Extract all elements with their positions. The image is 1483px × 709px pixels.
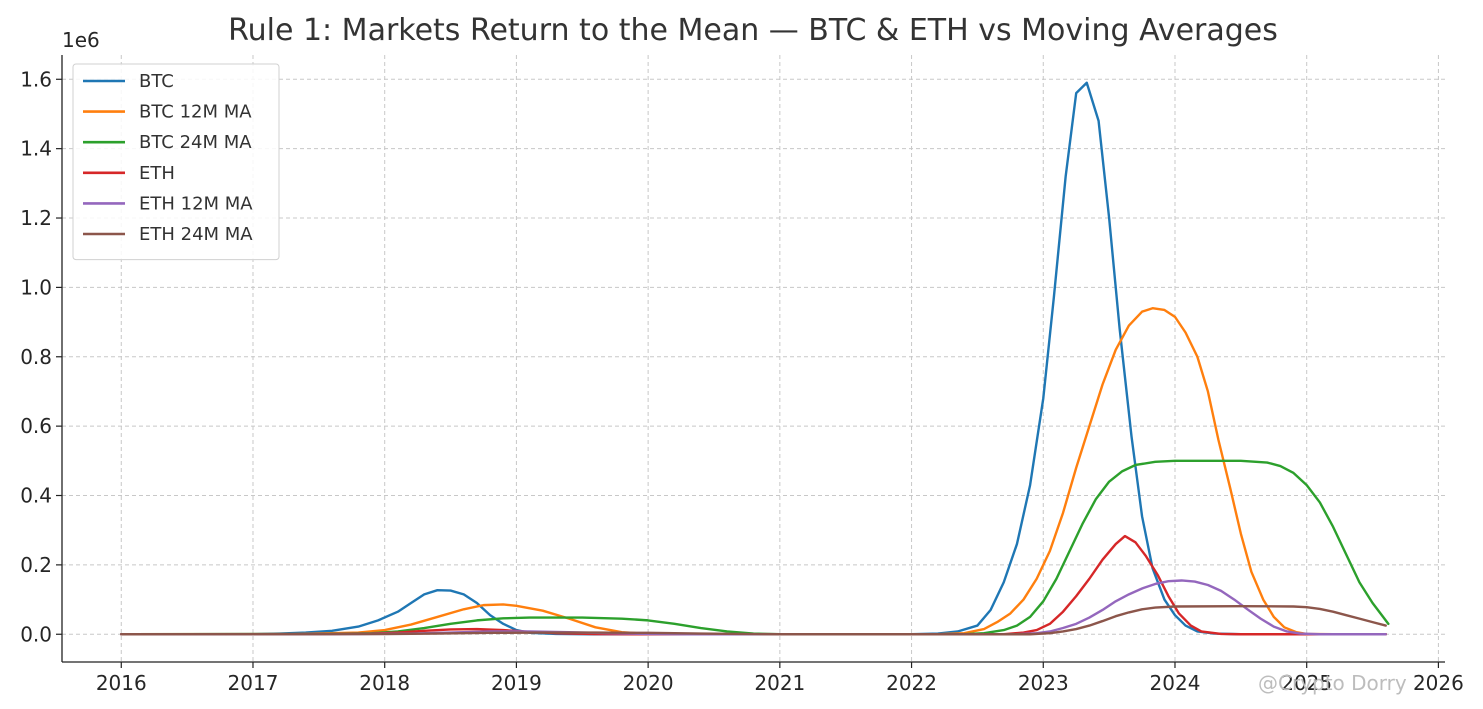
legend-label-btc-24m-ma: BTC 24M MA — [139, 132, 252, 153]
axes: 2016 2017 2018 2019 2020 2021 2022 2023 2024 2025… — [20, 55, 1464, 695]
legend-label-btc-12m-ma: BTC 12M MA — [139, 102, 252, 123]
watermark-text: @Crypto Dorry — [1258, 671, 1407, 695]
y-tick-label: 1.4 — [20, 137, 52, 161]
legend-label-eth: ETH — [139, 163, 175, 184]
x-tick-label: 2020 — [623, 671, 674, 695]
y-tick-label: 1.0 — [20, 275, 52, 299]
y-tick-label: 0.6 — [20, 414, 52, 438]
y-tick-label: 1.2 — [20, 206, 52, 230]
x-tick-label: 2016 — [96, 671, 147, 695]
series-line-btc — [120, 81, 1387, 636]
y-tick-label: 1.6 — [20, 67, 52, 91]
y-tick-label: 0.0 — [20, 622, 52, 646]
y-axis-offset-label: 1e6 — [62, 28, 100, 52]
y-tick-label: 0.2 — [20, 553, 52, 577]
legend: BTC BTC 12M MA BTC 24M MA ETH ETH 12M MA ETH … — [72, 63, 280, 261]
legend-label-eth-24m-ma: ETH 24M MA — [139, 224, 253, 245]
x-tick-label: 2018 — [359, 671, 410, 695]
x-tick-label: 2017 — [228, 671, 279, 695]
x-tick-label: 2026 — [1413, 671, 1464, 695]
y-tick-label: 0.8 — [20, 345, 52, 369]
legend-label-eth-12m-ma: ETH 12M MA — [139, 193, 253, 214]
x-tick-label: 2022 — [886, 671, 937, 695]
x-tick-label: 2025 — [1281, 671, 1332, 695]
x-tick-label: 2023 — [1018, 671, 1069, 695]
series-line-eth-24m-ma — [120, 604, 1387, 636]
chart-title: Rule 1: Markets Return to the Mean — BTC… — [228, 13, 1278, 48]
series-lines — [120, 81, 1390, 636]
y-tick-label: 0.4 — [20, 484, 52, 508]
legend-label-btc: BTC — [139, 71, 174, 92]
x-tick-label: 2024 — [1150, 671, 1201, 695]
series-line-btc-12m-ma — [120, 307, 1387, 636]
legend-box — [72, 63, 280, 261]
series-line-eth — [120, 534, 1387, 636]
x-tick-label: 2021 — [754, 671, 805, 695]
x-tick-label: 2019 — [491, 671, 542, 695]
series-line-btc-24m-ma — [120, 459, 1390, 636]
